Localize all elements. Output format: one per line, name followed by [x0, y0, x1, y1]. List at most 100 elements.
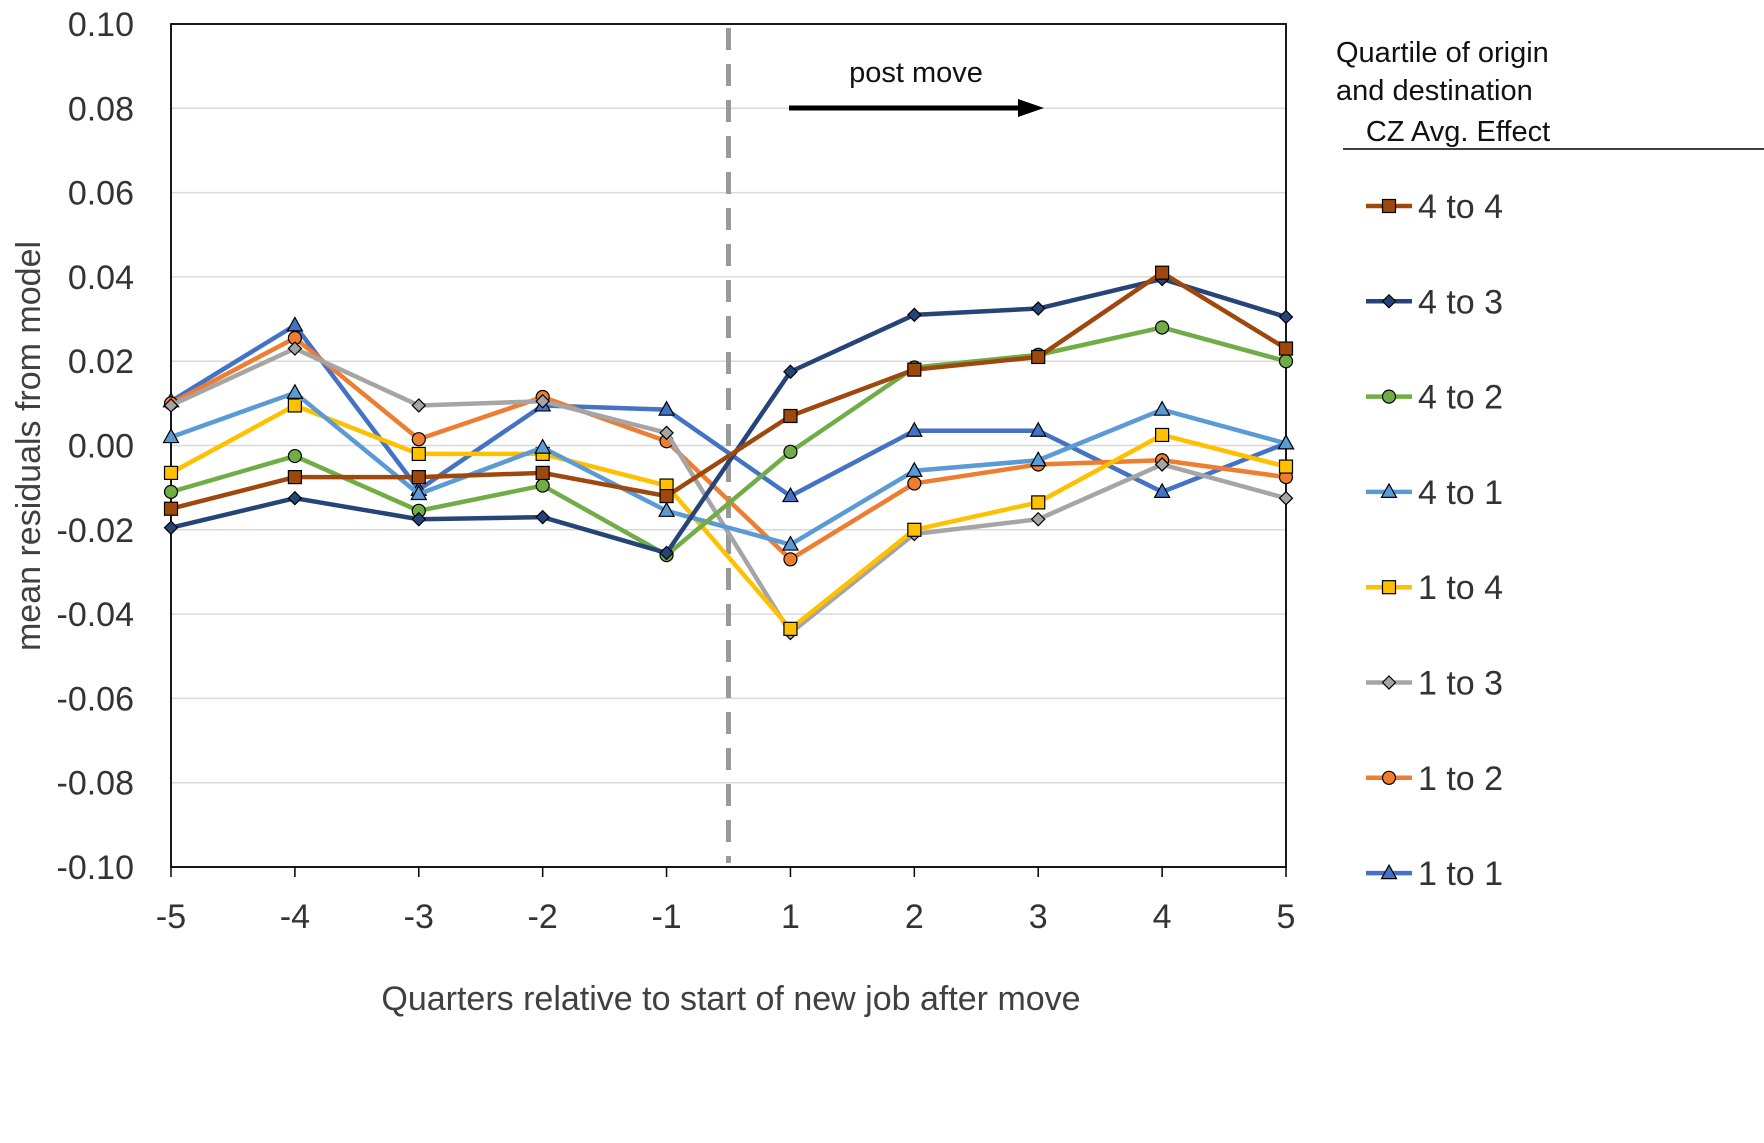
x-tick-label: -2 [528, 898, 558, 936]
data-point [907, 522, 922, 537]
data-point [783, 364, 798, 380]
legend-label: 1 to 1 [1418, 855, 1503, 893]
legend-swatch-marker [1380, 863, 1398, 880]
legend-item: 4 to 4 [1366, 188, 1503, 226]
y-tick-label: 0.00 [68, 428, 134, 466]
legend-title-line: and destination [1336, 75, 1533, 107]
x-axis-title: Quarters relative to start of new job af… [381, 980, 1080, 1018]
legend-swatch-marker [1381, 675, 1397, 690]
y-axis-title: mean residuals from model [10, 241, 48, 651]
data-point [411, 511, 427, 527]
data-point [1278, 490, 1294, 506]
legend-label: 1 to 4 [1418, 569, 1503, 607]
data-point [1155, 320, 1170, 335]
y-tick-label: -0.04 [57, 596, 135, 634]
data-point [162, 427, 180, 444]
data-point [535, 509, 551, 525]
legend-item: 4 to 1 [1366, 474, 1503, 512]
data-point [783, 552, 798, 567]
legend-item: 1 to 1 [1366, 855, 1503, 893]
data-point [905, 461, 923, 477]
x-tick-label: 5 [1277, 898, 1296, 936]
y-tick-label: 0.10 [68, 6, 134, 44]
axes: 0.10 0.08 0.06 0.04 0.02 0.00 -0.02 -0.04 -0.06 -… [57, 6, 1296, 936]
legend: Quartile of origin and destination CZ Avg.… [1336, 37, 1764, 893]
data-point [1278, 341, 1294, 356]
data-point [286, 383, 304, 399]
legend-label: 4 to 3 [1418, 283, 1503, 321]
data-point [1278, 354, 1294, 369]
y-tick-label: -0.02 [57, 512, 135, 550]
y-tick-label: -0.08 [57, 765, 135, 803]
legend-swatch-marker [1381, 580, 1397, 595]
data-point [287, 490, 303, 506]
data-point [1154, 457, 1170, 472]
data-point [163, 484, 179, 499]
legend-label: 4 to 1 [1418, 474, 1503, 512]
data-point [1029, 451, 1047, 467]
data-point [783, 621, 798, 636]
data-point [659, 545, 674, 561]
legend-item: 1 to 3 [1366, 665, 1503, 703]
data-point [907, 476, 922, 491]
data-point [1031, 349, 1046, 365]
series-1-to-3 [163, 341, 1294, 641]
legend-title-line: Quartile of origin [1336, 37, 1549, 69]
data-point [1155, 427, 1170, 443]
data-point [1278, 459, 1294, 474]
x-tick-label: -4 [280, 898, 310, 936]
x-tick-label: 3 [1029, 898, 1048, 936]
data-point [658, 501, 676, 517]
data-point [535, 393, 551, 409]
series-line [170, 325, 1287, 558]
legend-swatch-marker [1380, 482, 1398, 498]
y-tick-label: 0.08 [68, 90, 134, 128]
series-line [169, 335, 1287, 562]
x-tick-label: 4 [1153, 898, 1172, 936]
legend-item: 4 to 3 [1366, 283, 1503, 321]
data-point [1031, 495, 1046, 510]
series-line [170, 270, 1288, 511]
x-tick-label: -1 [651, 898, 681, 936]
x-tick-label: -5 [156, 898, 186, 936]
data-point [534, 438, 552, 454]
legend-item: 1 to 2 [1366, 760, 1503, 798]
data-point [411, 432, 426, 447]
series-line [170, 390, 1287, 547]
legend-title-line: CZ Avg. Effect [1366, 116, 1550, 148]
data-point [411, 398, 427, 413]
data-point [781, 535, 799, 551]
series-1-to-4 [163, 398, 1294, 636]
data-point [659, 488, 674, 504]
data-point [1155, 265, 1170, 280]
data-point [163, 501, 179, 516]
data-point [783, 444, 798, 459]
data-point [781, 486, 799, 503]
data-point [1030, 301, 1046, 316]
data-point [906, 307, 922, 323]
data-point [659, 425, 674, 441]
data-point [535, 465, 550, 480]
data-point [783, 408, 798, 424]
series-lines [162, 265, 1295, 641]
data-point [1277, 434, 1295, 450]
data-point [163, 398, 179, 413]
series-4-to-3 [163, 271, 1294, 561]
x-tick-label: -3 [404, 898, 434, 936]
legend-label: 1 to 2 [1418, 760, 1503, 798]
data-point [287, 398, 302, 413]
data-point [1030, 511, 1046, 527]
data-point [905, 421, 923, 437]
series-line [170, 276, 1287, 556]
data-point [287, 341, 303, 356]
legend-label: 4 to 2 [1418, 379, 1503, 417]
data-point [907, 362, 922, 377]
legend-swatch-marker [1381, 293, 1397, 309]
legend-item: 1 to 4 [1366, 569, 1503, 607]
data-point [1029, 421, 1047, 437]
data-point [1278, 309, 1294, 325]
data-point [1153, 482, 1171, 498]
x-tick-label: 1 [781, 898, 800, 936]
